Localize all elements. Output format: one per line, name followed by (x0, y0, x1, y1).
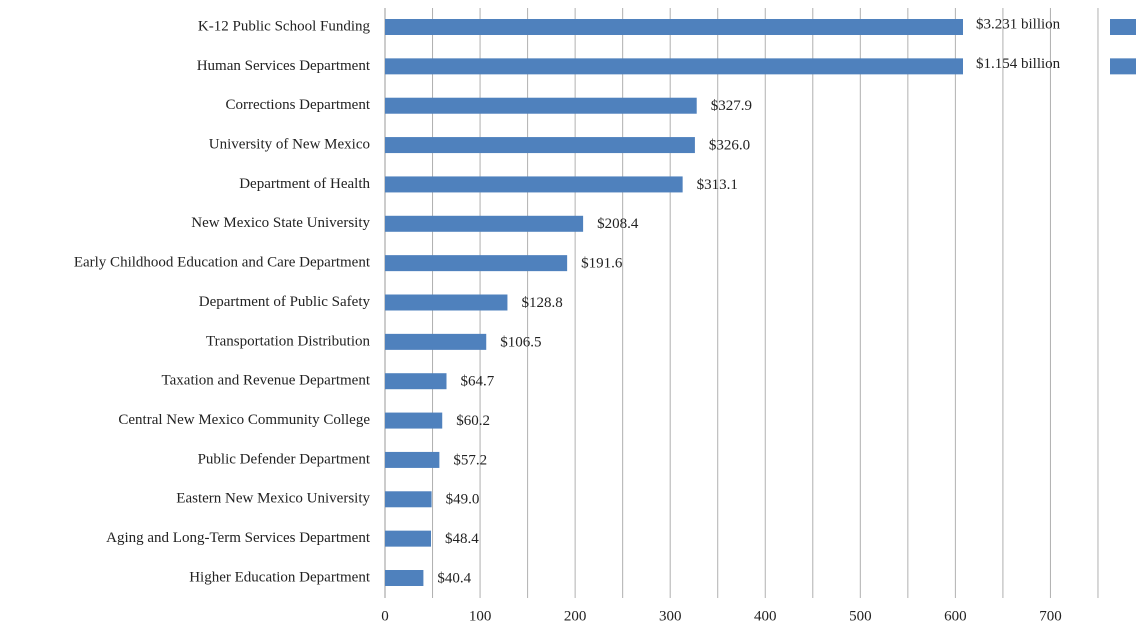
value-label: $106.5 (500, 334, 541, 350)
bar-stub (1110, 58, 1136, 75)
value-label: $1.154 billion (976, 56, 1061, 72)
value-label: $326.0 (709, 138, 750, 154)
bar (385, 19, 963, 35)
x-tick-label: 100 (469, 608, 492, 624)
y-tick-label: Public Defender Department (198, 451, 371, 467)
value-label: $327.9 (711, 98, 752, 114)
y-tick-label: Early Childhood Education and Care Depar… (74, 255, 371, 271)
y-tick-label: K-12 Public School Funding (198, 18, 371, 34)
value-label: $128.8 (521, 295, 562, 311)
bar (385, 412, 443, 429)
y-tick-label: Central New Mexico Community College (118, 412, 370, 428)
y-tick-label: Department of Public Safety (199, 294, 371, 310)
value-label: $40.4 (437, 570, 471, 586)
bar (385, 491, 432, 508)
bar (385, 333, 487, 350)
value-label: $48.4 (445, 531, 479, 547)
x-tick-label: 400 (754, 608, 777, 624)
bar (385, 570, 424, 586)
y-tick-label: University of New Mexico (209, 137, 370, 153)
y-tick-label: Taxation and Revenue Department (162, 373, 371, 389)
y-tick-label: Aging and Long-Term Services Department (106, 530, 371, 546)
value-label: $191.6 (581, 256, 623, 272)
value-label: $3.231 billion (976, 16, 1061, 32)
y-tick-label: Higher Education Department (189, 569, 371, 585)
bar (385, 530, 432, 547)
x-tick-label: 0 (381, 608, 389, 624)
value-label: $49.0 (446, 492, 480, 508)
x-tick-label: 700 (1039, 608, 1062, 624)
y-tick-label: New Mexico State University (191, 215, 370, 231)
bar (385, 215, 584, 232)
bar (385, 451, 440, 468)
bar (385, 294, 508, 311)
bar (385, 58, 963, 75)
value-label: $57.2 (453, 452, 487, 468)
y-tick-label: Eastern New Mexico University (176, 491, 370, 507)
bar-stub (1110, 19, 1136, 35)
value-label: $64.7 (461, 374, 495, 390)
x-tick-label: 500 (849, 608, 872, 624)
x-tick-label: 600 (944, 608, 967, 624)
y-tick-label: Human Services Department (197, 58, 371, 74)
y-tick-label: Corrections Department (225, 97, 370, 113)
bar (385, 176, 683, 193)
value-label: $208.4 (597, 216, 639, 232)
x-tick-label: 200 (564, 608, 587, 624)
value-label: $60.2 (456, 413, 490, 429)
bar (385, 373, 447, 390)
bar (385, 255, 568, 272)
x-tick-label: 300 (659, 608, 682, 624)
y-tick-label: Transportation Distribution (206, 333, 371, 349)
y-tick-label: Department of Health (239, 176, 370, 192)
bar (385, 97, 697, 114)
value-label: $313.1 (697, 177, 738, 193)
bar (385, 137, 695, 154)
